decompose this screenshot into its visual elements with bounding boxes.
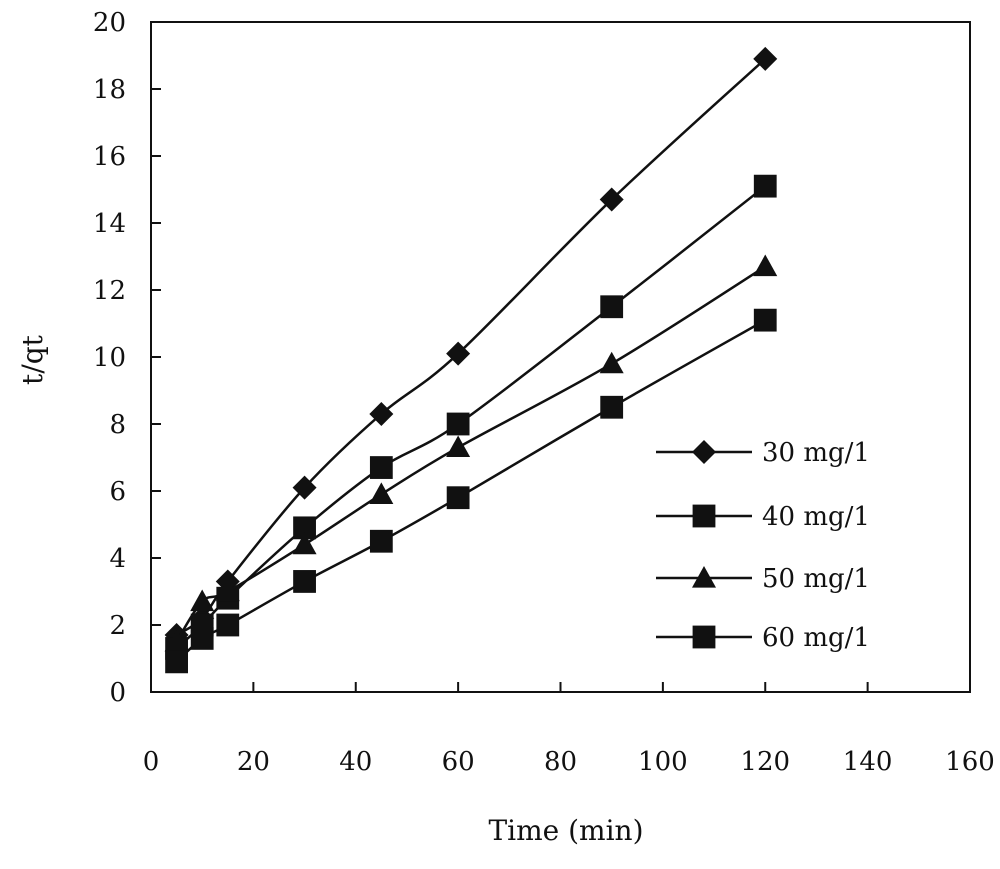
y-tick-label: 4	[109, 544, 126, 574]
data-point	[600, 395, 624, 419]
data-point	[446, 486, 470, 510]
data-point	[369, 456, 393, 479]
x-tick-label: 160	[945, 747, 995, 777]
data-point	[190, 589, 215, 612]
data-point	[369, 401, 394, 426]
x-tick-label: 100	[638, 747, 688, 777]
series-4	[165, 308, 777, 674]
x-tick-label: 80	[544, 747, 577, 777]
series-layer	[164, 46, 778, 674]
data-point	[292, 475, 317, 500]
data-point	[292, 532, 317, 555]
legend: 30 mg/1 40 mg/1 50 mg/1 60 mg/1	[656, 438, 870, 653]
data-point	[293, 516, 316, 540]
series-2	[165, 174, 777, 660]
x-tick-label: 0	[143, 747, 160, 777]
x-tick-label: 140	[843, 747, 893, 777]
data-point	[216, 613, 240, 637]
y-tick-label: 6	[109, 477, 126, 507]
x-tick-label: 120	[740, 747, 790, 777]
legend-label: 60 mg/1	[762, 623, 870, 653]
legend-entry-1: 30 mg/1	[656, 438, 870, 468]
legend-marker	[692, 504, 716, 528]
x-tick-label: 40	[339, 747, 372, 777]
x-tick-label: 20	[237, 747, 270, 777]
legend-entry-4: 60 mg/1	[656, 623, 870, 653]
data-point	[190, 627, 214, 650]
y-tick-label: 16	[93, 142, 126, 172]
data-point	[753, 46, 778, 71]
legend-label: 40 mg/1	[762, 502, 870, 532]
axes: 0 20 40 60 80 100 120 140 160 0 2 4 6 8 10 12 14 16 18 20	[93, 8, 995, 777]
legend-entry-3: 50 mg/1	[656, 564, 870, 594]
data-point	[215, 579, 240, 602]
series-3	[164, 254, 778, 652]
data-point	[446, 435, 471, 458]
y-tick-label: 0	[109, 678, 126, 708]
y-tick-label: 2	[109, 611, 126, 641]
y-tick-label: 12	[93, 276, 126, 306]
data-point	[753, 174, 777, 198]
y-tick-label: 8	[109, 410, 126, 440]
series-1	[164, 46, 778, 648]
x-axis-title: Time (min)	[488, 814, 643, 847]
data-point	[600, 295, 624, 319]
data-point	[599, 187, 624, 212]
data-point	[446, 341, 471, 366]
data-point	[165, 650, 188, 674]
y-axis-title: t/qt	[16, 334, 49, 385]
series-line	[175, 319, 766, 663]
data-point	[164, 629, 189, 652]
data-point	[369, 529, 393, 553]
data-point	[293, 570, 316, 593]
series-line	[175, 57, 767, 637]
legend-marker	[692, 625, 716, 649]
y-tick-label: 10	[93, 343, 126, 373]
y-tick-label: 18	[93, 75, 126, 105]
data-point	[446, 412, 470, 436]
x-tick-label: 60	[442, 747, 475, 777]
series-line	[175, 265, 766, 643]
y-tick-label: 14	[93, 209, 126, 239]
legend-marker	[692, 566, 716, 588]
legend-marker	[692, 440, 716, 464]
legend-entry-2: 40 mg/1	[656, 502, 870, 532]
legend-label: 30 mg/1	[762, 438, 870, 468]
legend-label: 50 mg/1	[762, 564, 870, 594]
data-point	[753, 308, 777, 332]
y-tick-label: 20	[93, 8, 126, 38]
data-point	[369, 482, 394, 504]
data-point	[599, 351, 624, 374]
data-point	[753, 254, 778, 277]
